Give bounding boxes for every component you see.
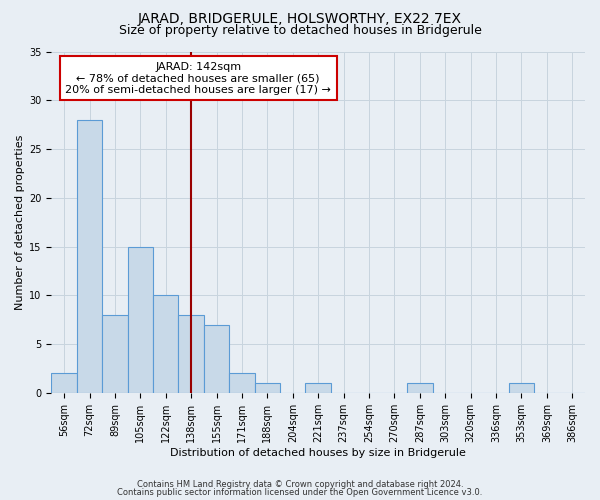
Text: Contains HM Land Registry data © Crown copyright and database right 2024.: Contains HM Land Registry data © Crown c… bbox=[137, 480, 463, 489]
Bar bbox=[254, 383, 280, 393]
Bar bbox=[178, 315, 204, 393]
X-axis label: Distribution of detached houses by size in Bridgerule: Distribution of detached houses by size … bbox=[170, 448, 466, 458]
Bar bbox=[305, 383, 331, 393]
Bar bbox=[509, 383, 534, 393]
Bar bbox=[229, 374, 254, 393]
Bar bbox=[77, 120, 102, 393]
Text: Contains public sector information licensed under the Open Government Licence v3: Contains public sector information licen… bbox=[118, 488, 482, 497]
Bar bbox=[153, 296, 178, 393]
Bar bbox=[128, 246, 153, 393]
Text: JARAD, BRIDGERULE, HOLSWORTHY, EX22 7EX: JARAD, BRIDGERULE, HOLSWORTHY, EX22 7EX bbox=[138, 12, 462, 26]
Text: Size of property relative to detached houses in Bridgerule: Size of property relative to detached ho… bbox=[119, 24, 481, 37]
Bar bbox=[102, 315, 128, 393]
Text: JARAD: 142sqm
← 78% of detached houses are smaller (65)
20% of semi-detached hou: JARAD: 142sqm ← 78% of detached houses a… bbox=[65, 62, 331, 95]
Bar bbox=[52, 374, 77, 393]
Bar bbox=[407, 383, 433, 393]
Bar bbox=[204, 324, 229, 393]
Y-axis label: Number of detached properties: Number of detached properties bbox=[15, 134, 25, 310]
